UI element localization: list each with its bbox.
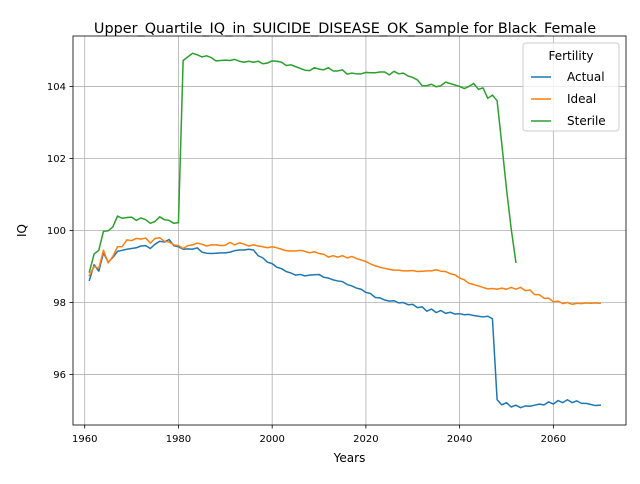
x-tick-label: 2000 <box>259 434 284 445</box>
series-layer <box>88 52 602 409</box>
x-tick-label: 2060 <box>541 434 566 445</box>
series-line-actual <box>88 238 602 409</box>
x-axis-label: Years <box>333 451 366 465</box>
series-line-ideal <box>88 236 602 306</box>
legend-items: Actual Ideal Sterile <box>531 70 606 128</box>
legend-label-ideal: Ideal <box>567 92 596 106</box>
y-tick-label: 100 <box>47 226 66 237</box>
y-tick-label: 104 <box>47 82 66 93</box>
legend-label-actual: Actual <box>567 70 605 84</box>
y-tick-label: 102 <box>47 154 66 165</box>
tick-layer: 1960 1980 2000 2020 2040 2060 96 98 100 102 104 <box>47 82 566 445</box>
y-tick-label: 96 <box>53 370 66 381</box>
legend-title: Fertility <box>548 49 593 63</box>
x-tick-label: 1980 <box>166 434 191 445</box>
series-line-sterile <box>88 52 517 273</box>
legend-box <box>522 42 620 132</box>
y-axis-label: IQ <box>15 224 29 237</box>
chart-title: Upper_Quartile_IQ_in_SUICIDE_DISEASE_OK_… <box>94 21 596 37</box>
x-tick-label: 1960 <box>72 434 97 445</box>
x-tick-label: 2040 <box>447 434 472 445</box>
y-tick-label: 98 <box>53 298 66 309</box>
legend: Fertility Actual Ideal Sterile <box>522 42 620 132</box>
legend-label-sterile: Sterile <box>567 114 606 128</box>
x-tick-label: 2020 <box>353 434 378 445</box>
